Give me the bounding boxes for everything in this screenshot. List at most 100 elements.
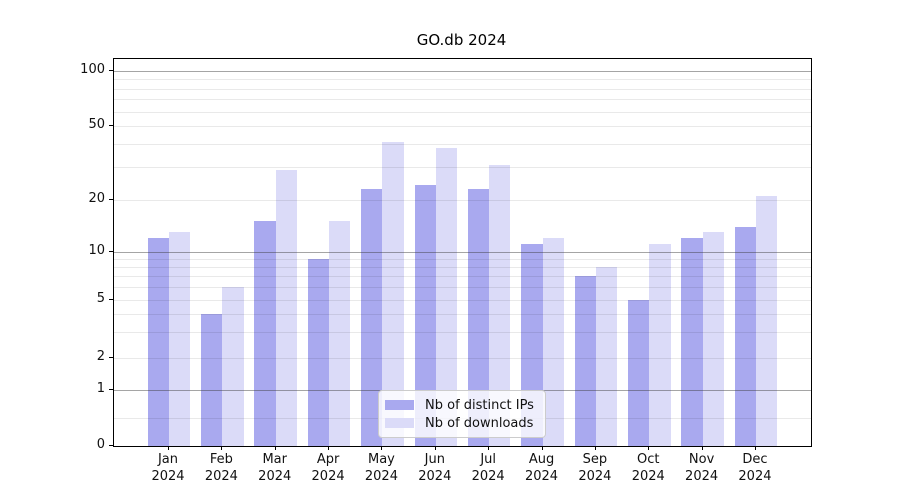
x-tick-mark bbox=[434, 446, 436, 450]
x-tick-label-year: 2024 bbox=[524, 469, 559, 484]
x-tick-label-year: 2024 bbox=[258, 469, 292, 484]
x-tick-label-year: 2024 bbox=[738, 469, 772, 484]
bar-downloads-apr bbox=[329, 221, 351, 446]
y-tick-label: 2 bbox=[96, 349, 105, 364]
x-tick-label: Apr 2024 bbox=[296, 451, 360, 485]
x-tick-label-month: Oct bbox=[636, 452, 660, 467]
bar-downloads-feb bbox=[222, 287, 244, 446]
x-tick-label-year: 2024 bbox=[685, 469, 719, 484]
bar-ips-feb bbox=[201, 314, 223, 446]
y-tick-mark bbox=[109, 389, 113, 390]
y-tick-mark bbox=[109, 70, 113, 71]
y-tick-mark bbox=[109, 199, 113, 200]
x-tick-label: Aug 2024 bbox=[510, 451, 574, 485]
bar-downloads-dec bbox=[755, 196, 778, 446]
x-tick-label: Jan 2024 bbox=[136, 451, 200, 485]
x-tick-mark bbox=[701, 446, 703, 450]
y-tick-label: 10 bbox=[88, 242, 105, 258]
x-tick-label: Sep 2024 bbox=[563, 451, 627, 485]
gridline-minor bbox=[114, 88, 811, 90]
legend-swatch bbox=[385, 400, 414, 410]
x-tick-mark bbox=[648, 446, 650, 450]
x-tick-label: Nov 2024 bbox=[670, 451, 734, 485]
y-tick-mark bbox=[109, 250, 113, 252]
y-tick-label: 0 bbox=[96, 437, 105, 452]
bar-ips-apr bbox=[307, 258, 330, 446]
x-tick-label-year: 2024 bbox=[631, 469, 665, 484]
bar-ips-nov bbox=[681, 237, 703, 446]
x-tick-label-month: Apr bbox=[316, 452, 340, 467]
x-tick-label-month: May bbox=[367, 452, 395, 467]
bar-ips-jun bbox=[414, 185, 436, 446]
bar-downloads-may bbox=[382, 142, 404, 446]
x-tick-label: Jul 2024 bbox=[456, 451, 520, 485]
x-tick-mark bbox=[168, 446, 169, 450]
y-tick-label: 50 bbox=[88, 117, 105, 132]
y-tick-label: 20 bbox=[88, 191, 105, 206]
y-tick-mark bbox=[109, 125, 113, 126]
bar-ips-dec bbox=[734, 226, 756, 446]
x-tick-mark bbox=[221, 446, 223, 450]
gridline-minor bbox=[114, 79, 811, 81]
x-tick-mark bbox=[381, 446, 383, 450]
gridline-minor bbox=[114, 111, 811, 113]
x-tick-label: Feb 2024 bbox=[189, 451, 253, 485]
bar-downloads-jul bbox=[489, 164, 511, 446]
bar-downloads-mar bbox=[275, 169, 298, 446]
x-tick-label-year: 2024 bbox=[364, 469, 398, 484]
bar-downloads-nov bbox=[702, 232, 724, 446]
bar-downloads-aug bbox=[542, 237, 564, 446]
gridline-minor bbox=[114, 99, 811, 101]
x-tick-label-year: 2024 bbox=[471, 469, 505, 484]
x-tick-label: Jun 2024 bbox=[403, 451, 467, 485]
x-tick-mark bbox=[328, 446, 330, 450]
gridline-minor bbox=[114, 126, 811, 127]
gridline-minor bbox=[114, 144, 811, 146]
x-tick-label-year: 2024 bbox=[151, 469, 185, 484]
y-tick-mark bbox=[109, 299, 113, 300]
legend-label: Nb of downloads bbox=[425, 415, 534, 431]
y-tick-mark bbox=[109, 357, 113, 358]
y-tick-label: 100 bbox=[80, 62, 105, 77]
x-tick-label-year: 2024 bbox=[578, 469, 612, 484]
bar-downloads-oct bbox=[649, 244, 671, 446]
x-tick-label-month: Jun bbox=[424, 452, 445, 467]
x-tick-label-year: 2024 bbox=[418, 469, 452, 484]
x-tick-label-year: 2024 bbox=[311, 469, 345, 484]
x-tick-label: Oct 2024 bbox=[616, 451, 680, 485]
bar-ips-mar bbox=[254, 221, 276, 446]
legend-swatch bbox=[385, 418, 414, 428]
x-tick-label-month: Sep bbox=[582, 452, 608, 467]
bar-downloads-sep bbox=[595, 267, 618, 446]
plot-area bbox=[113, 58, 812, 447]
x-tick-mark bbox=[274, 446, 276, 450]
legend-label: Nb of distinct IPs bbox=[425, 397, 534, 413]
x-tick-label: Mar 2024 bbox=[243, 451, 307, 485]
x-tick-label-month: Dec bbox=[742, 452, 768, 467]
bar-ips-oct bbox=[627, 300, 650, 446]
x-tick-label-month: Feb bbox=[209, 452, 233, 467]
x-tick-mark bbox=[754, 446, 756, 450]
y-tick-label: 5 bbox=[96, 291, 105, 306]
gridline-minor bbox=[114, 200, 811, 201]
x-tick-mark bbox=[594, 446, 596, 450]
legend-item: Nb of distinct IPs bbox=[385, 396, 537, 414]
bar-downloads-jun bbox=[435, 148, 458, 446]
bar-ips-sep bbox=[574, 276, 596, 446]
x-tick-label-month: Jul bbox=[480, 452, 496, 467]
x-tick-mark bbox=[541, 446, 543, 450]
bar-downloads-jan bbox=[169, 232, 191, 446]
gridline-minor bbox=[114, 167, 811, 169]
x-tick-label-month: Aug bbox=[528, 452, 555, 467]
bar-ips-jul bbox=[467, 188, 490, 446]
x-tick-label: Dec 2024 bbox=[723, 451, 787, 485]
legend: Nb of distinct IPs Nb of downloads bbox=[378, 390, 546, 438]
legend-item: Nb of downloads bbox=[385, 414, 537, 432]
bar-ips-may bbox=[361, 188, 383, 446]
x-tick-label-month: Mar bbox=[262, 452, 287, 467]
x-tick-mark bbox=[488, 446, 490, 450]
x-tick-label-year: 2024 bbox=[204, 469, 238, 484]
chart-title: GO.db 2024 bbox=[416, 31, 507, 49]
x-tick-label-month: Jan bbox=[157, 452, 179, 467]
